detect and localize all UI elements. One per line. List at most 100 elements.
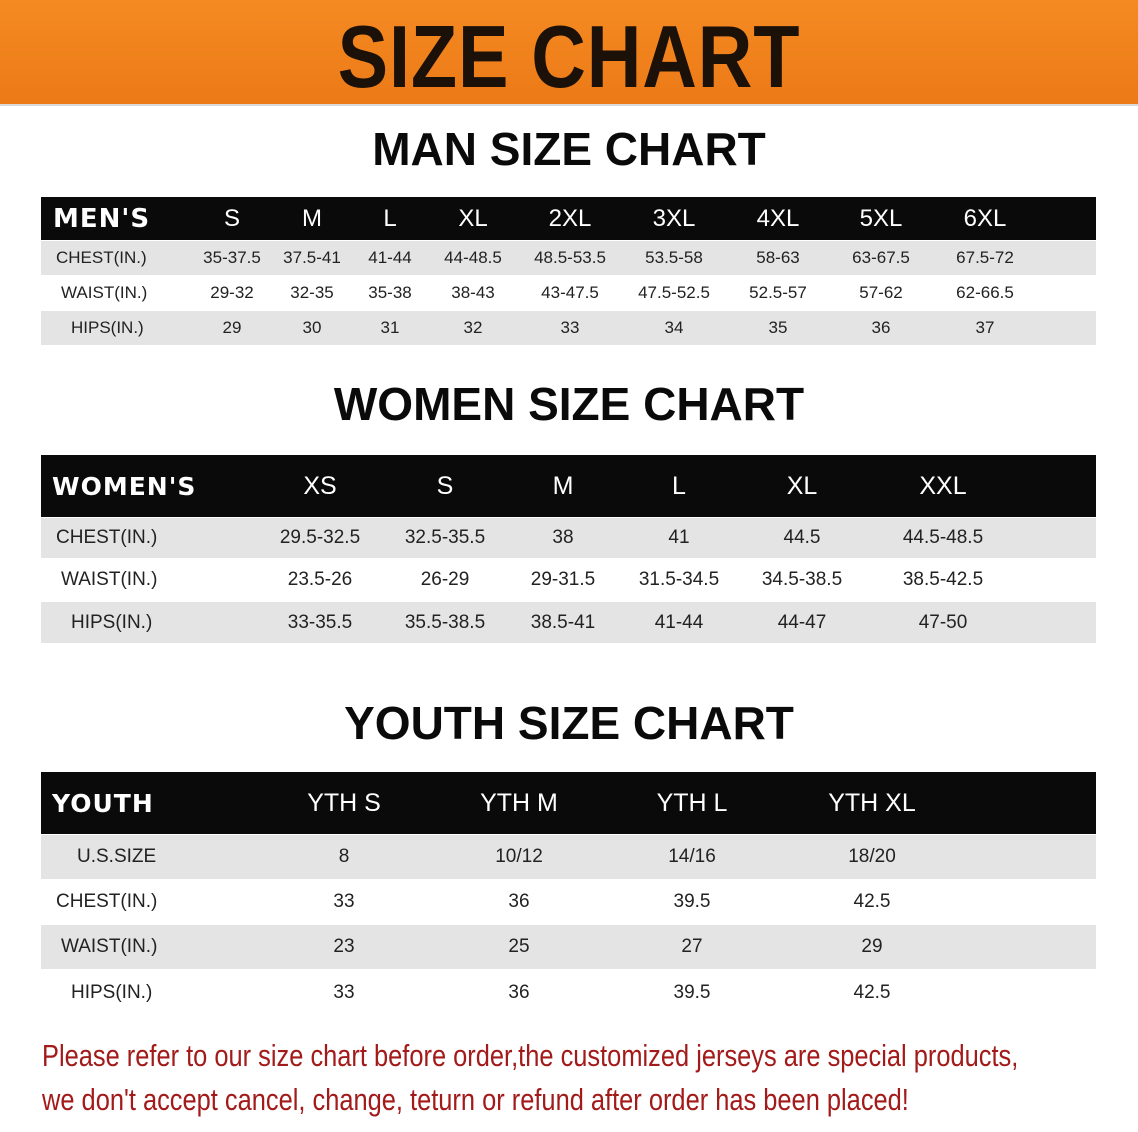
value-cell: 67.5-72: [956, 248, 1014, 267]
table-title-cell: WOMEN'S: [52, 471, 197, 501]
size-header-cell: XL: [786, 471, 818, 500]
youth-heading: YOUTH SIZE CHART: [344, 697, 794, 749]
value-cell: 39.5: [673, 981, 711, 1003]
value-cell: 41-44: [654, 611, 704, 633]
value-cell: 14/16: [668, 846, 716, 867]
table-row: CHEST(IN.) 29.5-32.5 32.5-35.5 38 41 44.5 44.5…: [41, 518, 1096, 558]
size-header-cell: L: [383, 204, 397, 232]
notice-line-2: we don't accept cancel, change, teturn o…: [42, 1082, 909, 1117]
measurement-label: WAIST(IN.): [61, 936, 158, 957]
measurement-label: HIPS(IN.): [71, 611, 153, 633]
value-cell: 38.5-41: [530, 611, 596, 633]
value-cell: 44.5: [783, 527, 821, 548]
measurement-label: CHEST(IN.): [56, 248, 147, 267]
table-row: HIPS(IN.) 29 30 31 32 33 34 35 36 37: [41, 311, 1096, 345]
value-cell: 44-48.5: [444, 248, 502, 267]
size-header-cell: YTH S: [307, 788, 381, 817]
value-cell: 63-67.5: [852, 248, 910, 267]
value-cell: 42.5: [853, 981, 891, 1003]
value-cell: 36: [508, 981, 530, 1003]
value-cell: 35-37.5: [203, 248, 261, 267]
table-row: U.S.SIZE 8 10/12 14/16 18/20: [41, 835, 1096, 879]
page-title: SIZE CHART: [337, 7, 801, 106]
value-cell: 31: [380, 318, 400, 337]
size-header-cell: 4XL: [756, 204, 800, 232]
value-cell: 32-35: [290, 283, 334, 302]
measurement-label: WAIST(IN.): [61, 569, 158, 590]
value-cell: 38-43: [451, 283, 495, 302]
value-cell: 48.5-53.5: [534, 248, 606, 267]
value-cell: 10/12: [495, 846, 543, 867]
value-cell: 38: [552, 527, 574, 548]
size-header-cell: YTH XL: [828, 788, 916, 817]
measurement-label: CHEST(IN.): [56, 891, 158, 912]
notice-line-1: Please refer to our size chart before or…: [42, 1038, 1019, 1073]
table-title-cell: YOUTH: [52, 788, 154, 818]
value-cell: 31.5-34.5: [638, 569, 720, 590]
value-cell: 43-47.5: [541, 283, 599, 302]
table-title-cell: MEN'S: [53, 203, 151, 234]
table-row: HIPS(IN.) 33 36 39.5 42.5: [41, 970, 1096, 1015]
value-cell: 35-38: [368, 283, 412, 302]
value-cell: 36: [508, 891, 530, 912]
table-header-row: MEN'S S M L XL 2XL 3XL 4XL 5XL 6XL: [41, 197, 1096, 240]
value-cell: 29: [222, 318, 242, 337]
value-cell: 62-66.5: [956, 283, 1014, 302]
value-cell: 34.5-38.5: [761, 569, 843, 590]
table-row: CHEST(IN.) 33 36 39.5 42.5: [41, 880, 1096, 924]
title-banner: SIZE CHART: [0, 0, 1138, 106]
size-header-cell: YTH M: [480, 788, 558, 817]
value-cell: 33-35.5: [287, 611, 353, 633]
size-header-cell: XS: [303, 471, 337, 500]
value-cell: 36: [871, 318, 891, 337]
value-cell: 33: [560, 318, 580, 337]
size-header-cell: S: [436, 471, 454, 500]
value-cell: 44-47: [777, 611, 827, 633]
value-cell: 32: [463, 318, 483, 337]
size-header-cell: 2XL: [548, 204, 592, 232]
value-cell: 44.5-48.5: [902, 527, 984, 548]
table-row: CHEST(IN.) 35-37.5 37.5-41 41-44 44-48.5 48.5…: [41, 241, 1096, 275]
value-cell: 47.5-52.5: [638, 283, 710, 302]
women-heading: WOMEN SIZE CHART: [333, 378, 805, 430]
measurement-label: HIPS(IN.): [71, 981, 153, 1003]
measurement-label: HIPS(IN.): [71, 318, 144, 337]
value-cell: 18/20: [848, 846, 896, 867]
value-cell: 53.5-58: [645, 248, 703, 267]
size-header-cell: 3XL: [652, 204, 696, 232]
value-cell: 29: [861, 936, 883, 957]
value-cell: 38.5-42.5: [902, 569, 984, 590]
table-header-row: YOUTH YTH S YTH M YTH L YTH XL: [41, 772, 1096, 834]
size-header-cell: M: [302, 204, 322, 232]
value-cell: 29-32: [210, 283, 254, 302]
value-cell: 47-50: [918, 611, 968, 633]
men-heading: MAN SIZE CHART: [372, 123, 766, 175]
value-cell: 25: [508, 936, 530, 957]
value-cell: 23: [333, 936, 355, 957]
value-cell: 35.5-38.5: [404, 611, 486, 633]
value-cell: 37: [975, 318, 995, 337]
table-row: HIPS(IN.) 33-35.5 35.5-38.5 38.5-41 41-44 44-…: [41, 602, 1096, 643]
value-cell: 35: [768, 318, 788, 337]
measurement-label: U.S.SIZE: [77, 846, 157, 867]
value-cell: 52.5-57: [749, 283, 807, 302]
size-header-cell: XXL: [919, 471, 967, 500]
measurement-label: WAIST(IN.): [61, 283, 148, 302]
value-cell: 41-44: [368, 248, 412, 267]
value-cell: 29.5-32.5: [279, 527, 361, 548]
value-cell: 37.5-41: [283, 248, 341, 267]
value-cell: 33: [333, 891, 355, 912]
value-cell: 26-29: [420, 569, 470, 590]
table-row: WAIST(IN.) 29-32 32-35 35-38 38-43 43-47.5 47.…: [41, 276, 1096, 310]
table-row: WAIST(IN.) 23.5-26 26-29 29-31.5 31.5-34.5 34…: [41, 559, 1096, 601]
size-header-cell: YTH L: [656, 788, 728, 817]
value-cell: 42.5: [853, 891, 891, 912]
size-header-cell: M: [552, 471, 574, 500]
value-cell: 30: [302, 318, 322, 337]
size-header-cell: XL: [458, 204, 488, 232]
size-header-cell: L: [672, 471, 686, 500]
value-cell: 39.5: [673, 891, 711, 912]
value-cell: 8: [338, 846, 350, 867]
value-cell: 29-31.5: [530, 569, 596, 590]
value-cell: 33: [333, 981, 355, 1003]
